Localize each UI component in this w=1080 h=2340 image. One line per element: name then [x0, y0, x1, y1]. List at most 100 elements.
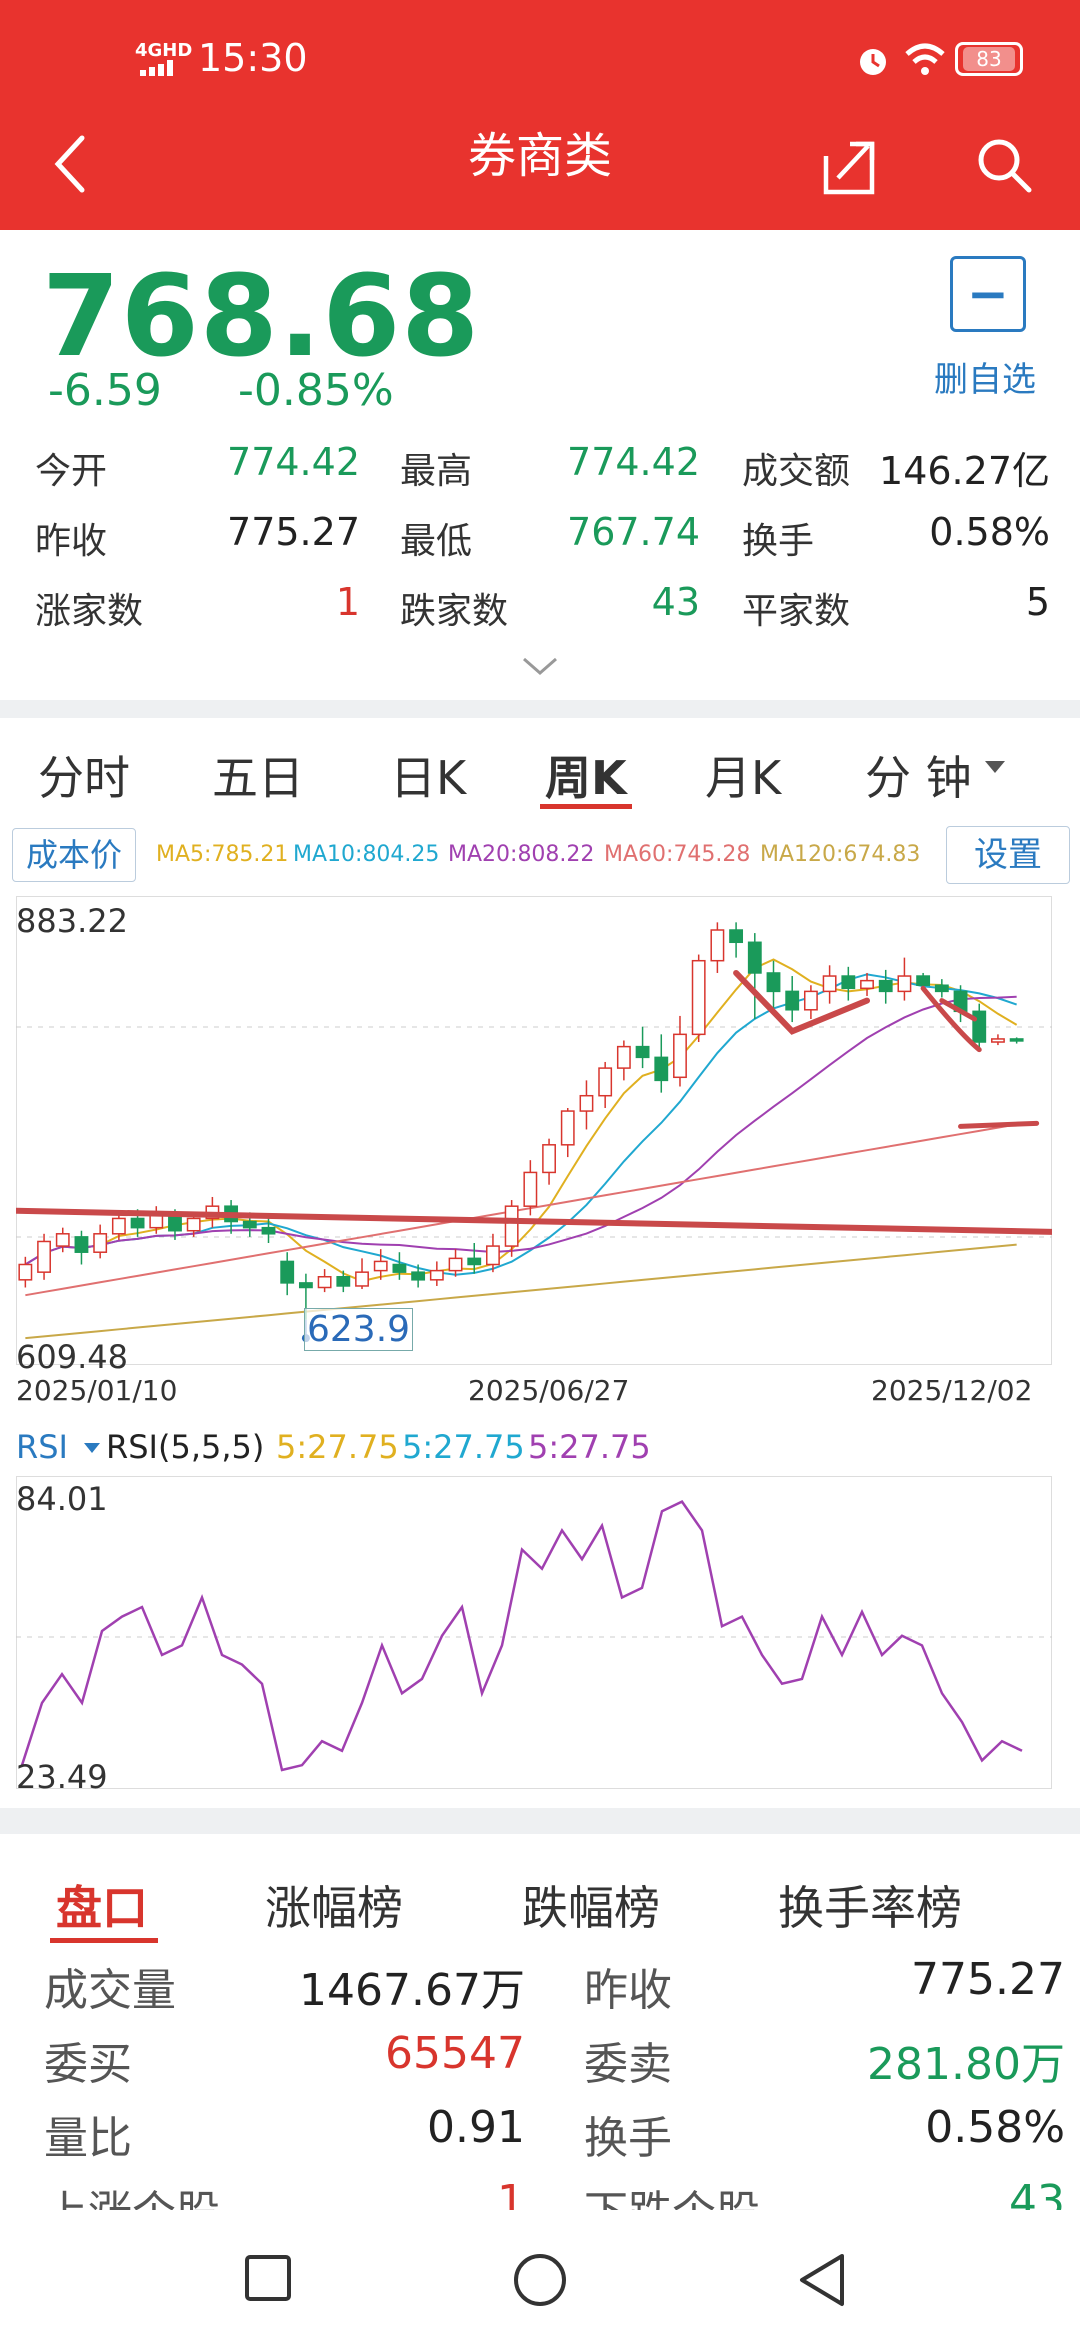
stat-label: 昨收: [35, 521, 108, 562]
candle-body: [55, 1233, 70, 1247]
ma-bar: 成本价 MA5:785.21 MA10:804.25 MA20:808.22 M…: [0, 822, 1080, 890]
tab-daily-k[interactable]: 日K: [390, 751, 467, 805]
kline-ymin-label: 609.48: [16, 1338, 128, 1376]
candle-body: [18, 1263, 33, 1281]
ma60-label: MA60:745.28: [604, 842, 751, 867]
annotation-support-line: [16, 1207, 1052, 1235]
handicap-label: 委买: [44, 2039, 132, 2090]
ma120-label: MA120:674.83: [760, 842, 921, 867]
cost-price-button[interactable]: 成本价: [12, 828, 136, 882]
date-label-start: 2025/01/10: [16, 1374, 178, 1407]
system-nav-bar: [0, 2210, 1080, 2340]
handicap-value: 0.91: [427, 2102, 525, 2153]
candle-body: [486, 1245, 500, 1266]
candle-body: [149, 1214, 164, 1229]
handicap-value: 1: [497, 2176, 525, 2210]
ma5-line: [24, 958, 1018, 1283]
tab-monthly-k[interactable]: 月K: [705, 751, 782, 805]
candle-body: [186, 1217, 201, 1232]
stat-value: 1: [335, 580, 360, 624]
price-change-pct: -0.85%: [238, 365, 394, 416]
rsi-header: RSI RSI(5,5,5) 5:27.75 5:27.75 5:27.75: [0, 1420, 1080, 1470]
search-icon[interactable]: [975, 136, 1035, 200]
stat-value: 774.42: [567, 440, 700, 484]
candle-body: [691, 959, 706, 1036]
back-icon[interactable]: [50, 134, 90, 198]
share-icon[interactable]: [820, 136, 880, 200]
candle-body: [579, 1094, 594, 1112]
handicap-label: 下跌个股: [584, 2176, 760, 2210]
candle-body: [448, 1257, 463, 1272]
candle-body: [560, 1110, 575, 1146]
stat-value: 5: [1025, 580, 1050, 624]
annotation-v-mark: [733, 969, 871, 1035]
kline-chart[interactable]: 883.22 609.48 623.9 2025/01/10 2025/06/2…: [16, 896, 1052, 1412]
rsi-frame: [16, 1476, 1052, 1789]
stat-value: 0.58%: [929, 510, 1050, 554]
tab-losers[interactable]: 跌幅榜: [522, 1881, 660, 1935]
candle-body: [822, 975, 837, 993]
tab-weekly-k[interactable]: 周K: [545, 751, 627, 805]
stat-value: 43: [651, 580, 700, 624]
handicap-label: 量比: [44, 2113, 132, 2164]
dropdown-icon[interactable]: [985, 760, 1005, 779]
date-label-mid: 2025/06/27: [468, 1374, 630, 1407]
candle-body: [934, 984, 949, 993]
stat-value: 775.27: [227, 510, 360, 554]
back-nav-icon[interactable]: [796, 2252, 848, 2312]
remove-watch-label[interactable]: 删自选: [934, 360, 1036, 400]
rank-tabs: 盘口 涨幅榜 跌幅榜 换手率榜: [0, 1834, 1080, 1944]
rsi-selector[interactable]: RSI: [16, 1428, 68, 1466]
stat-label: 今开: [35, 451, 108, 492]
wifi-icon: [903, 40, 947, 82]
candle-body: [542, 1144, 556, 1174]
candle-body: [897, 975, 912, 993]
tab-gainers[interactable]: 涨幅榜: [265, 1881, 403, 1935]
handicap-label: 昨收: [584, 1965, 672, 2016]
remove-watch-button[interactable]: −: [950, 256, 1026, 332]
candle-body: [616, 1045, 631, 1069]
stat-label: 最高: [400, 451, 473, 492]
rsi-dropdown-icon[interactable]: [84, 1440, 100, 1459]
kline-ymax-label: 883.22: [16, 902, 128, 940]
handicap-value: 65547: [385, 2028, 525, 2079]
stat-label: 跌家数: [400, 591, 509, 632]
annotation-scribble: [920, 985, 982, 1053]
kline-svg: [16, 896, 1052, 1365]
low-marker-label: 623.9: [304, 1308, 414, 1351]
rsi-chart[interactable]: 84.01 23.49: [16, 1476, 1052, 1796]
settings-button[interactable]: 设置: [946, 826, 1070, 884]
ma60-line: [25, 1123, 1017, 1297]
candle-body: [598, 1067, 613, 1097]
expand-chevron-icon[interactable]: [520, 655, 560, 683]
rsi-value-1: 5:27.75: [276, 1428, 399, 1466]
candle-body: [355, 1271, 369, 1287]
ma20-line: [24, 995, 1017, 1266]
tab-turnover[interactable]: 换手率榜: [778, 1881, 962, 1935]
tab-handicap[interactable]: 盘口: [56, 1881, 148, 1935]
tab-active-underline: [50, 1938, 158, 1943]
tab-five-day[interactable]: 五日: [212, 751, 304, 805]
candle-body: [242, 1220, 257, 1229]
candle-body: [785, 990, 800, 1011]
candle-body: [93, 1233, 108, 1253]
candle-body: [841, 975, 856, 990]
candle-body: [673, 1033, 687, 1079]
candle-body: [130, 1217, 145, 1229]
tab-minute[interactable]: 分 钟: [865, 751, 972, 805]
handicap-value: 1467.67万: [299, 1965, 525, 2016]
handicap-value: 775.27: [911, 1954, 1065, 2005]
stat-value: 146.27亿: [879, 449, 1050, 493]
home-icon[interactable]: [512, 2252, 568, 2312]
candle-body: [803, 990, 818, 1011]
candle-body: [429, 1269, 444, 1281]
tab-intraday[interactable]: 分时: [38, 751, 130, 805]
stat-label: 平家数: [742, 591, 851, 632]
section-divider: [0, 1808, 1080, 1834]
recents-icon[interactable]: [244, 2254, 292, 2306]
date-label-end: 2025/12/02: [871, 1374, 1033, 1407]
price-section: 768.68 -6.59 -0.85% − 删自选 今开 774.42 最高 7…: [0, 230, 1080, 700]
stat-label: 换手: [742, 521, 815, 562]
status-time: 15:30: [198, 36, 308, 80]
rsi-ymin-label: 23.49: [16, 1758, 108, 1796]
